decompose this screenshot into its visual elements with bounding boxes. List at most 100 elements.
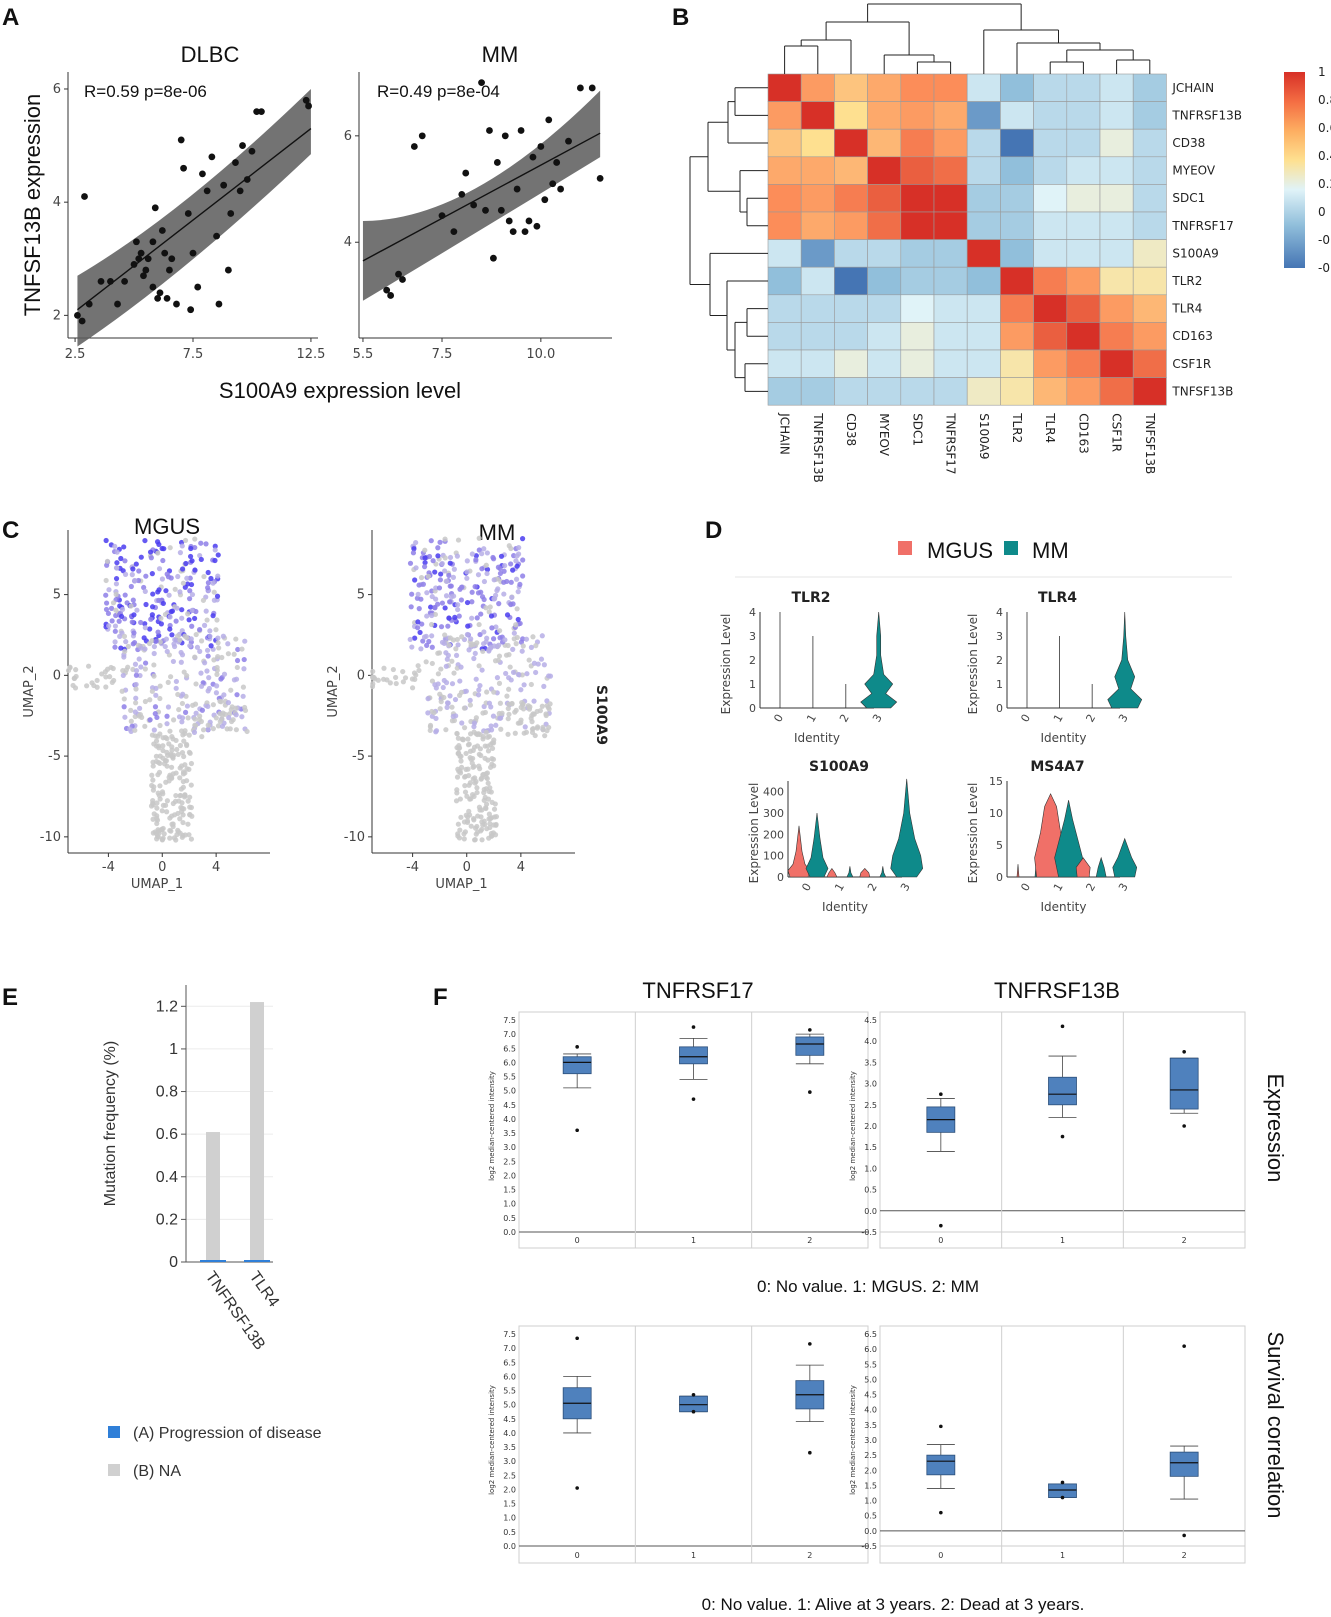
- data-point: [553, 159, 561, 166]
- cell-point: [479, 551, 485, 557]
- outlier: [1182, 1533, 1186, 1538]
- cell-point: [225, 651, 231, 657]
- heatmap-cell: [1033, 101, 1068, 130]
- y-tick-label: 5: [996, 839, 1003, 852]
- d-legend-mm: MM: [1032, 538, 1069, 563]
- cell-point: [155, 790, 161, 796]
- y-tick-label: 7.5: [503, 1330, 516, 1339]
- cell-point: [210, 613, 216, 619]
- heatmap-cell: [767, 294, 802, 323]
- x-tick-label: 4: [212, 860, 220, 875]
- cell-point: [466, 647, 472, 653]
- cell-point: [170, 717, 177, 723]
- cell-point: [457, 678, 463, 684]
- cell-point: [458, 689, 465, 695]
- violin-mgus: [1075, 857, 1091, 878]
- cell-point: [189, 591, 196, 598]
- cell-point: [468, 756, 474, 762]
- violin-mm: [805, 812, 829, 878]
- col-label: MYEOV: [877, 413, 891, 457]
- y-tick-label: 2.0: [503, 1485, 516, 1494]
- cell-point: [170, 658, 177, 665]
- cell-point: [519, 648, 525, 654]
- heatmap-cell: [966, 266, 1001, 296]
- cell-point: [215, 573, 221, 579]
- cell-point: [481, 596, 487, 603]
- cell-point: [179, 700, 186, 707]
- cell-point: [466, 812, 473, 818]
- cell-point: [486, 700, 493, 706]
- cell-point: [156, 745, 162, 751]
- y-tick-label: 2.0: [864, 1466, 877, 1475]
- cell-point: [177, 775, 183, 781]
- cell-point: [176, 798, 182, 804]
- cell-point: [205, 703, 211, 709]
- cell-point: [157, 783, 163, 789]
- y-tick-label: 5.0: [503, 1087, 516, 1096]
- y-axis-label: Expression Level: [719, 614, 733, 715]
- cell-point: [176, 706, 182, 713]
- cell-point: [519, 699, 525, 706]
- colorbar-tick: -0.2: [1318, 233, 1331, 247]
- bar-progression: [200, 1260, 226, 1262]
- cell-point: [469, 551, 475, 557]
- outlier: [1182, 1050, 1186, 1054]
- cell-point: [167, 728, 173, 734]
- cell-point: [182, 537, 189, 544]
- cell-point: [173, 685, 179, 691]
- cell-point: [425, 573, 431, 579]
- heatmap-cell: [1132, 349, 1167, 378]
- cell-point: [133, 561, 139, 567]
- y-tick-label: 2: [996, 654, 1003, 667]
- data-point: [135, 255, 143, 263]
- data-point: [493, 159, 501, 166]
- cell-point: [179, 652, 186, 658]
- cell-point: [138, 645, 144, 651]
- y-tick-label: -5: [352, 749, 365, 764]
- data-point: [576, 84, 584, 92]
- cell-point: [431, 710, 437, 716]
- data-point: [180, 164, 187, 172]
- y-tick-label: 2.5: [864, 1101, 877, 1110]
- heatmap-cell: [1033, 377, 1068, 406]
- cell-point: [184, 766, 190, 772]
- cell-point: [486, 788, 492, 795]
- cell-point: [470, 747, 476, 753]
- cell-point: [153, 692, 159, 698]
- cell-point: [505, 716, 511, 722]
- cell-point: [479, 667, 485, 673]
- x-tick-label: 0: [938, 1236, 943, 1245]
- violin-mgus: [1016, 864, 1020, 878]
- heatmap-cell: [1099, 322, 1134, 351]
- cell-point: [157, 639, 163, 645]
- cell-point: [409, 685, 416, 691]
- cell-point: [194, 644, 201, 650]
- cell-point: [419, 621, 425, 627]
- cell-point: [446, 642, 452, 648]
- cell-point: [400, 679, 406, 685]
- data-point: [549, 180, 557, 188]
- cell-point: [188, 836, 195, 842]
- cell-point: [110, 665, 116, 672]
- heatmap-cell: [1099, 184, 1134, 213]
- y-tick-label: 3: [996, 630, 1003, 643]
- cell-point: [484, 743, 491, 749]
- heatmap-cell: [1066, 349, 1101, 378]
- cell-point: [174, 832, 180, 838]
- cell-point: [444, 704, 450, 710]
- cell-point: [479, 837, 485, 843]
- x-tick-label: 0: [575, 1551, 580, 1560]
- cell-point: [489, 625, 495, 631]
- cell-point: [177, 816, 183, 822]
- cell-point: [130, 566, 136, 572]
- data-point: [545, 116, 553, 124]
- cell-point: [478, 828, 484, 834]
- x-tick-label: 0: [771, 712, 786, 725]
- cell-point: [233, 676, 240, 682]
- data-point: [184, 210, 192, 217]
- cell-point: [122, 571, 129, 578]
- heatmap-cell: [867, 101, 902, 130]
- y-tick-label: 1.5: [503, 1500, 516, 1509]
- cell-point: [442, 555, 448, 561]
- heatmap-cell: [867, 322, 902, 351]
